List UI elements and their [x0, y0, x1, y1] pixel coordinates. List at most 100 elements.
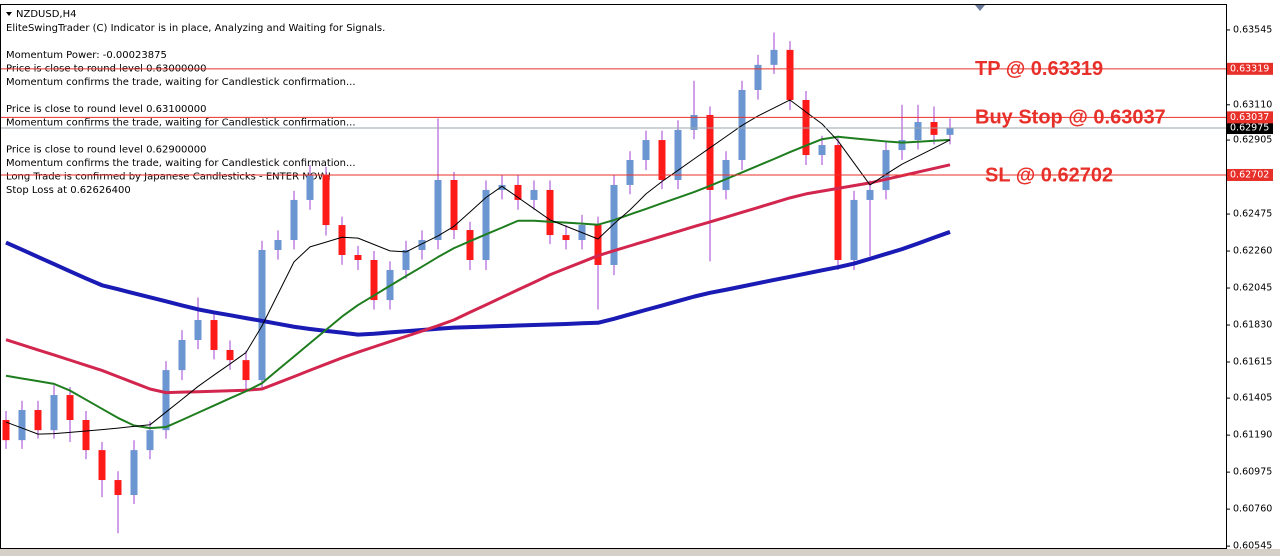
- candle-body: [498, 184, 506, 190]
- moving-average: [5, 163, 951, 395]
- candle-body: [690, 114, 698, 130]
- candle-body: [82, 419, 90, 451]
- candle-body: [242, 360, 250, 381]
- candle-body: [482, 189, 490, 260]
- candle-body: [402, 250, 410, 270]
- candle-body: [354, 254, 362, 260]
- shift-marker: [975, 5, 985, 11]
- y-tick-label: 0.62475: [1233, 209, 1272, 220]
- y-tick-label: 0.62905: [1233, 135, 1272, 146]
- candle-body: [610, 184, 618, 265]
- candle-body: [594, 225, 602, 265]
- y-tick-label: 0.61405: [1233, 393, 1272, 404]
- info-line: Momentum Power: -0.00023875: [6, 50, 167, 61]
- candle-body: [98, 450, 106, 481]
- candle-body: [946, 128, 954, 135]
- candle-body: [34, 410, 42, 431]
- candle-body: [546, 189, 554, 236]
- candle-body: [530, 189, 538, 200]
- level-label: Buy Stop @ 0.63037: [975, 107, 1166, 129]
- candle-body: [770, 49, 778, 65]
- y-tick-label: 0.63110: [1233, 99, 1272, 110]
- candle-body: [834, 145, 842, 260]
- y-tick-label: 0.62260: [1233, 246, 1272, 257]
- candle-body: [226, 349, 234, 361]
- y-tick-label: 0.60975: [1233, 467, 1272, 478]
- y-tick-label: 0.61190: [1233, 430, 1272, 441]
- level-box: [1227, 111, 1273, 124]
- info-line: EliteSwingTrader (C) Indicator is in pla…: [6, 23, 385, 34]
- candle-body: [194, 320, 202, 340]
- y-tick-label: 0.60760: [1233, 504, 1272, 515]
- candle-body: [674, 129, 682, 180]
- bid-box: [1227, 122, 1273, 135]
- candle-body: [418, 240, 426, 251]
- candle-body: [146, 430, 154, 451]
- candle-body: [914, 121, 922, 141]
- plot-frame: [0, 4, 1227, 549]
- candle-body: [658, 140, 666, 180]
- candle-body: [642, 140, 650, 161]
- moving-average: [5, 230, 951, 337]
- info-line: Momentum confirms the trade, waiting for…: [6, 158, 356, 169]
- symbol: NZDUSD,H4: [16, 9, 76, 20]
- candle-body: [450, 179, 458, 231]
- moving-average: [5, 135, 951, 430]
- candle-body: [290, 199, 298, 241]
- level-value: 0.63037: [1230, 112, 1269, 123]
- candle-body: [66, 395, 74, 420]
- y-tick-label: 0.61830: [1233, 320, 1272, 331]
- candle-body: [562, 235, 570, 241]
- candle-body: [18, 410, 26, 441]
- candle-body: [882, 150, 890, 190]
- candle-body: [818, 145, 826, 156]
- candle-body: [50, 395, 58, 431]
- candle-body: [786, 49, 794, 100]
- candle-body: [114, 480, 122, 496]
- info-line: Momentum confirms the trade, waiting for…: [6, 77, 356, 88]
- y-tick-label: 0.60545: [1233, 541, 1272, 552]
- candle-body: [210, 320, 218, 350]
- info-line: Stop Loss at 0.62626400: [6, 185, 131, 196]
- candle-body: [258, 250, 266, 381]
- candle-body: [434, 179, 442, 241]
- info-line: Momentum confirms the trade, waiting for…: [6, 118, 356, 129]
- y-tick-label: 0.63545: [1233, 24, 1272, 35]
- level-value: 0.63319: [1230, 63, 1269, 74]
- candle-body: [130, 450, 138, 496]
- candle-body: [706, 114, 714, 190]
- level-value: 0.62702: [1230, 169, 1269, 180]
- candle-body: [306, 174, 314, 200]
- level-label: TP @ 0.63319: [975, 58, 1103, 80]
- candle-body: [626, 160, 634, 185]
- candle-body: [274, 240, 282, 251]
- candle-body: [514, 184, 522, 200]
- bid-label: 0.62975: [1230, 123, 1269, 134]
- candle-body: [754, 64, 762, 90]
- info-line: Long Trade is confirmed by Japanese Cand…: [6, 172, 331, 183]
- candle-body: [866, 189, 874, 200]
- candle-body: [162, 370, 170, 431]
- level-box: [1227, 62, 1273, 75]
- level-box: [1227, 168, 1273, 181]
- status-bar: [0, 549, 1280, 556]
- candle-body: [322, 174, 330, 226]
- candle-body: [466, 230, 474, 260]
- info-line: Price is close to round level 0.62900000: [6, 145, 207, 156]
- info-line: Price is close to round level 0.63100000: [6, 104, 207, 115]
- y-tick-label: 0.62045: [1233, 283, 1272, 294]
- candle-body: [2, 419, 10, 441]
- candle-body: [802, 99, 810, 156]
- candle-body: [178, 339, 186, 371]
- candle-body: [850, 199, 858, 260]
- candle-body: [338, 225, 346, 255]
- candle-body: [370, 259, 378, 301]
- level-label: SL @ 0.62702: [985, 164, 1113, 186]
- symbol-arrow: [6, 12, 12, 16]
- moving-average: [5, 99, 951, 435]
- y-tick-label: 0.61615: [1233, 357, 1272, 368]
- candle-body: [898, 140, 906, 151]
